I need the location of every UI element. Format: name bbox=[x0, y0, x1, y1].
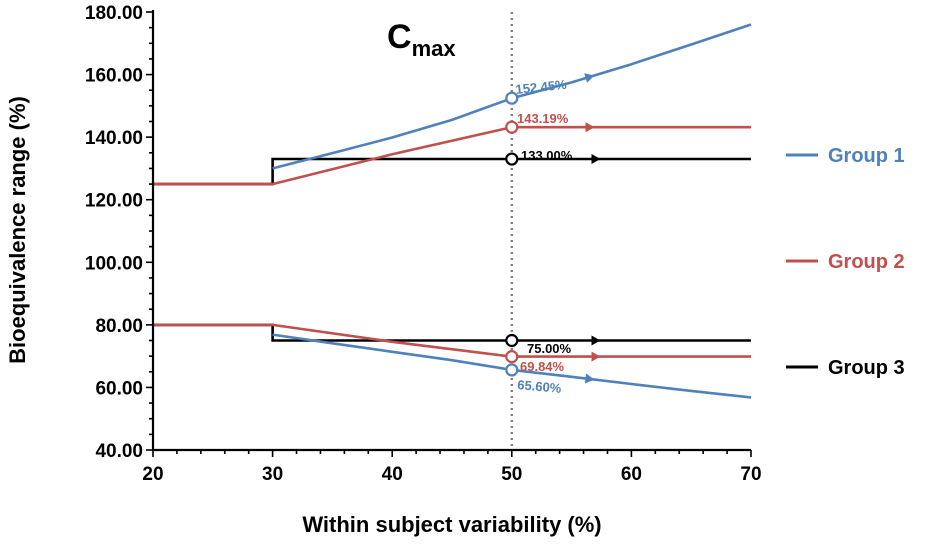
marker-group-1-upper bbox=[505, 91, 519, 105]
y-tick-label: 40.00 bbox=[95, 441, 143, 462]
legend-label-group-3: Group 3 bbox=[828, 357, 905, 379]
annotation-label: 143.19% bbox=[517, 111, 569, 126]
series-layer bbox=[153, 23, 752, 399]
annotation-label: 133.00% bbox=[521, 148, 573, 163]
y-tick-label: 180.00 bbox=[85, 3, 143, 24]
legend-label-group-2: Group 2 bbox=[828, 251, 905, 273]
marker-group-3-lower bbox=[505, 333, 519, 348]
annotation-label: 152.45% bbox=[515, 77, 568, 97]
x-tick-label: 30 bbox=[262, 464, 283, 485]
arrowhead-group-2-upper bbox=[585, 122, 595, 133]
arrowhead-group-1-lower bbox=[584, 373, 595, 384]
annotation-layer: 152.45% 143.19% 133.00% 75.00% 69.84% 65.60% bbox=[515, 77, 573, 396]
chart-title-main: C bbox=[387, 18, 412, 56]
arrowhead-group-2-lower bbox=[591, 351, 601, 362]
x-tick-label: 70 bbox=[740, 464, 761, 485]
marker-group-1-lower bbox=[505, 363, 519, 377]
series-line-group-2-upper bbox=[153, 125, 751, 186]
annotation-label: 65.60% bbox=[517, 377, 563, 396]
y-tick-label: 100.00 bbox=[85, 253, 143, 274]
y-tick-label: 140.00 bbox=[85, 128, 143, 149]
annotation-label: 69.84% bbox=[520, 359, 565, 374]
marker-group-2-upper bbox=[505, 120, 519, 134]
legend-label-group-1: Group 1 bbox=[828, 145, 905, 167]
legend: Group 1 Group 2 Group 3 bbox=[786, 145, 905, 379]
x-tick-label: 60 bbox=[621, 464, 642, 485]
tick-labels-layer: 40.00 60.00 80.00 100.00 120.00 140.00 160.00 1… bbox=[85, 3, 762, 485]
y-tick-label: 120.00 bbox=[85, 191, 143, 212]
series-line-group-3-upper bbox=[153, 157, 751, 186]
marker-group-3-upper bbox=[505, 152, 519, 166]
arrowhead-group-3-lower bbox=[591, 335, 601, 346]
x-tick-label: 20 bbox=[142, 464, 163, 485]
x-axis-title: Within subject variability (%) bbox=[302, 512, 601, 537]
chart-title-subscript: max bbox=[412, 36, 457, 61]
y-tick-label: 60.00 bbox=[95, 378, 143, 399]
marker-layer bbox=[505, 73, 601, 384]
y-tick-label: 80.00 bbox=[95, 316, 143, 337]
x-tick-label: 50 bbox=[501, 464, 522, 485]
chart-title: Cmax bbox=[387, 18, 456, 61]
x-tick-label: 40 bbox=[382, 464, 403, 485]
marker-group-2-lower bbox=[505, 350, 519, 364]
plot-area: 152.45% 143.19% 133.00% 75.00% 69.84% 65.60% bbox=[153, 12, 752, 450]
annotation-label: 75.00% bbox=[527, 341, 572, 356]
y-tick-label: 160.00 bbox=[85, 66, 143, 87]
arrowhead-group-3-upper bbox=[591, 154, 601, 164]
axes-layer bbox=[146, 10, 752, 457]
series-line-group-3-lower bbox=[153, 323, 751, 342]
y-axis-title: Bioequivalence range (%) bbox=[5, 96, 30, 364]
arrowhead-group-1-upper bbox=[584, 73, 595, 83]
